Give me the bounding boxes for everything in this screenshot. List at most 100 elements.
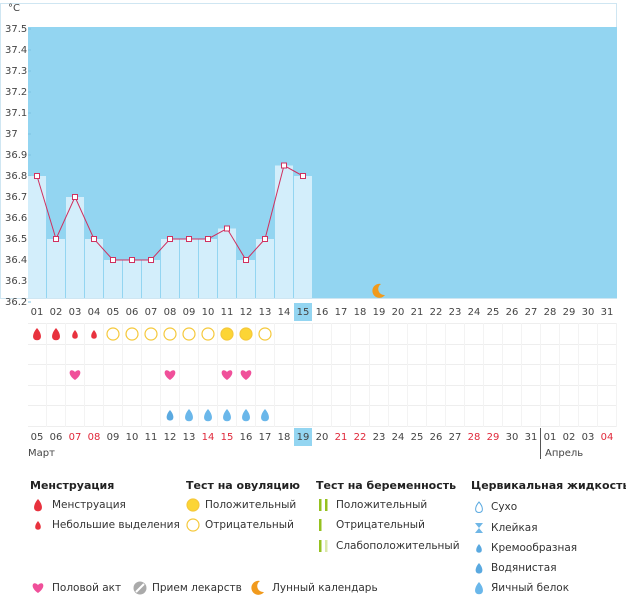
menstruation-icon xyxy=(72,330,78,339)
pregnancy-icon xyxy=(319,519,322,531)
legend-item: Кремообразная xyxy=(491,542,577,554)
cycle-day-label: 06 xyxy=(126,307,139,318)
pregnancy-icon xyxy=(319,540,322,552)
y-tick-label: 37.3 xyxy=(5,66,27,77)
cycle-day-label: 22 xyxy=(430,307,443,318)
legend-item: Сухо xyxy=(491,501,517,513)
date-label: 17 xyxy=(259,432,272,443)
temperature-point xyxy=(243,257,249,263)
date-label: 28 xyxy=(468,432,481,443)
plot-background xyxy=(28,27,617,298)
cervical-icon xyxy=(475,523,483,533)
legend-item: Половой акт xyxy=(52,582,121,594)
ovulation-icon xyxy=(186,498,200,512)
date-label: 04 xyxy=(601,432,614,443)
date-label: 21 xyxy=(335,432,348,443)
y-tick-label: 37.5 xyxy=(5,24,27,35)
ovulation-icon xyxy=(125,327,139,341)
ovulation-icon xyxy=(239,327,253,341)
y-tick-label: 36.9 xyxy=(5,150,27,161)
y-tick-label: 36.6 xyxy=(5,213,27,224)
temperature-point xyxy=(110,257,116,263)
temperature-bar xyxy=(199,239,217,298)
cycle-day-label: 14 xyxy=(278,307,291,318)
date-label: 09 xyxy=(107,432,120,443)
cervical-icon xyxy=(185,409,193,422)
date-label: 19 xyxy=(297,432,310,443)
date-label: 22 xyxy=(354,432,367,443)
ovulation-icon xyxy=(201,327,215,341)
temperature-bar xyxy=(104,260,122,298)
temperature-bar xyxy=(256,239,274,298)
temperature-point xyxy=(262,236,268,242)
cycle-day-label: 08 xyxy=(164,307,177,318)
date-label: 14 xyxy=(202,432,215,443)
pregnancy-icon xyxy=(325,499,328,511)
current-date-box xyxy=(294,428,312,446)
cycle-day-label: 16 xyxy=(316,307,329,318)
moon-icon xyxy=(372,283,385,298)
cycle-day-label: 26 xyxy=(506,307,519,318)
cycle-day-label: 20 xyxy=(392,307,405,318)
temperature-bar xyxy=(123,260,141,298)
ovulation-icon xyxy=(106,327,120,341)
cycle-day-label: 31 xyxy=(601,307,614,318)
cycle-day-label: 24 xyxy=(468,307,481,318)
date-label: 29 xyxy=(487,432,500,443)
cycle-day-label: 02 xyxy=(50,307,63,318)
menstruation-icon xyxy=(52,328,60,341)
cervical-icon xyxy=(204,409,212,422)
legend-title: Цервикальная жидкость xyxy=(471,479,626,492)
temperature-bar xyxy=(294,176,312,298)
temperature-bar xyxy=(161,239,179,298)
cycle-day-label: 03 xyxy=(69,307,82,318)
temperature-point xyxy=(281,162,287,169)
date-label: 11 xyxy=(145,432,158,443)
y-tick-label: 36.2 xyxy=(5,297,27,308)
cervical-icon xyxy=(166,410,174,421)
temperature-bar xyxy=(237,260,255,298)
temperature-bar xyxy=(66,197,84,298)
cervical-icon xyxy=(475,582,483,595)
temperature-point xyxy=(91,236,97,242)
date-label: 07 xyxy=(69,432,82,443)
moon-icon xyxy=(251,580,264,595)
temperature-point xyxy=(300,173,306,179)
temperature-bar xyxy=(47,239,65,298)
date-label: 12 xyxy=(164,432,177,443)
cycle-day-label: 30 xyxy=(582,307,595,318)
menstruation-icon xyxy=(91,330,97,339)
legend-item: Небольшие выделения xyxy=(52,519,180,531)
y-tick-label: 36.4 xyxy=(5,255,27,266)
cycle-day-label: 09 xyxy=(183,307,196,318)
legend-title: Тест на беременность xyxy=(316,479,456,492)
cycle-day-label: 25 xyxy=(487,307,500,318)
legend-item: Менструация xyxy=(52,499,126,511)
y-tick-label: 37.4 xyxy=(5,45,27,56)
cycle-day-label: 19 xyxy=(373,307,386,318)
cycle-day-label: 07 xyxy=(145,307,158,318)
y-tick-label: 37 xyxy=(5,129,18,140)
cycle-day-label: 18 xyxy=(354,307,367,318)
cycle-day-label: 12 xyxy=(240,307,253,318)
cervical-icon xyxy=(475,501,483,514)
cervical-icon xyxy=(261,409,269,422)
temperature-point xyxy=(53,236,59,242)
legend-item: Водянистая xyxy=(491,562,557,574)
y-tick-label: 37.1 xyxy=(5,108,27,119)
temperature-point xyxy=(205,236,211,242)
date-label: 27 xyxy=(449,432,462,443)
cycle-day-label: 10 xyxy=(202,307,215,318)
sex-icon xyxy=(240,370,252,380)
temperature-point xyxy=(129,257,135,263)
y-tick-label: 36.7 xyxy=(5,192,27,203)
date-label: 13 xyxy=(183,432,196,443)
cycle-day-label: 28 xyxy=(544,307,557,318)
legend-item: Положительный xyxy=(205,499,296,511)
ovulation-icon xyxy=(258,327,272,341)
temperature-bar xyxy=(275,165,293,298)
date-label: 03 xyxy=(582,432,595,443)
legend-item: Яичный белок xyxy=(491,582,569,594)
temperature-bar xyxy=(180,239,198,298)
